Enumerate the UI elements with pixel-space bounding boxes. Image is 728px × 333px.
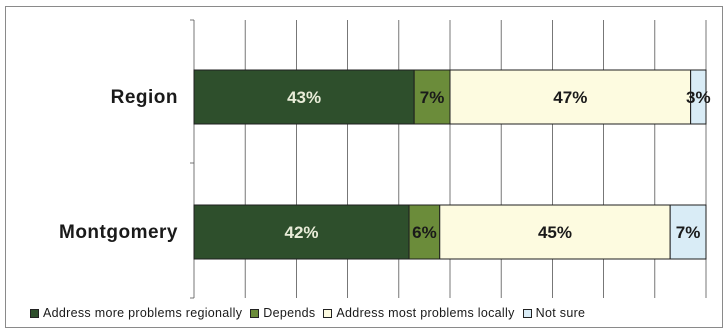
bar-segment	[413, 69, 451, 125]
legend: Address more problems regionally Depends…	[30, 303, 720, 323]
legend-item-locally: Address most problems locally	[323, 306, 514, 320]
category-label: Montgomery	[59, 222, 178, 243]
data-label: 43%	[287, 88, 321, 107]
data-label: 47%	[553, 88, 587, 107]
legend-swatch-locally	[323, 308, 333, 318]
data-label: 42%	[285, 223, 319, 242]
data-label: 3%	[686, 88, 711, 107]
bar-segment	[439, 204, 671, 260]
legend-item-regionally: Address more problems regionally	[30, 306, 242, 320]
legend-swatch-regionally	[30, 308, 39, 318]
legend-label-not-sure: Not sure	[535, 306, 586, 320]
bar-segment	[690, 69, 707, 125]
legend-item-not-sure: Not sure	[522, 306, 586, 320]
legend-label-regionally: Address more problems regionally	[43, 306, 243, 320]
legend-swatch-not-sure	[522, 308, 532, 318]
bar-segment	[669, 204, 707, 260]
bar-segment	[408, 204, 441, 260]
legend-item-depends: Depends	[250, 306, 315, 320]
category-label: Region	[111, 87, 178, 108]
legend-swatch-depends	[250, 308, 260, 318]
data-label: 7%	[676, 223, 701, 242]
data-label: 6%	[412, 223, 437, 242]
legend-label-depends: Depends	[263, 306, 316, 320]
data-label: 45%	[538, 223, 572, 242]
data-label: 7%	[420, 88, 445, 107]
legend-label-locally: Address most problems locally	[336, 306, 515, 320]
